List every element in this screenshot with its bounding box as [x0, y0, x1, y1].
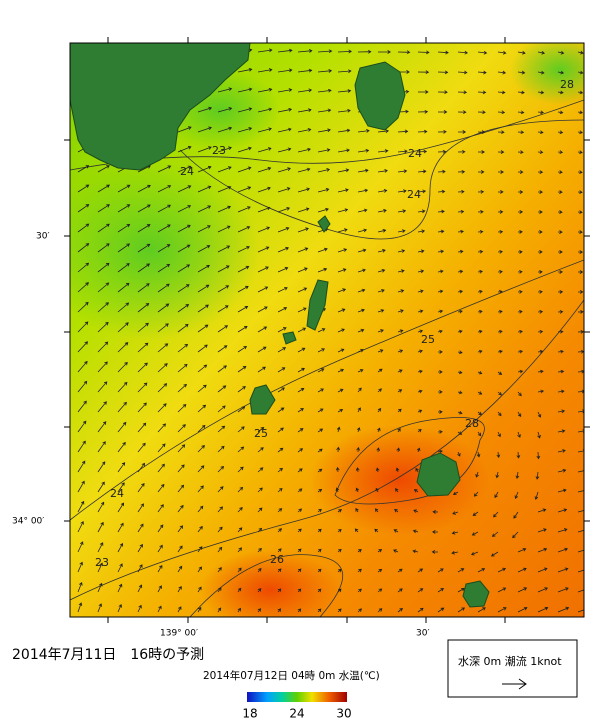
lat-label: 34° 00′ — [12, 517, 44, 527]
contour-label: 28 — [465, 417, 479, 430]
contour-labels: 23 24 24 24 28 25 25 28 24 26 23 — [95, 78, 574, 569]
colorbar-ticks: 18 24 30 — [242, 707, 351, 721]
island — [354, 61, 406, 131]
colorbar-tick-label: 18 — [242, 707, 257, 721]
warm-area — [310, 425, 490, 535]
island — [416, 452, 461, 497]
colorbar — [247, 692, 347, 702]
colorbar-tick-label: 30 — [336, 707, 351, 721]
contour-line — [189, 554, 344, 617]
forecast-time: 2014年7月11日 16時の予測 — [12, 647, 204, 663]
contour-line — [334, 417, 485, 505]
warm-area — [200, 550, 340, 617]
contour-label: 24 — [110, 487, 124, 500]
sea-surface — [70, 43, 584, 617]
colorbar-tick-label: 24 — [289, 707, 304, 721]
island — [306, 279, 329, 331]
contour-label: 23 — [95, 556, 109, 569]
contour-label: 24 — [408, 147, 422, 160]
lon-label: 30′ — [416, 629, 430, 639]
contour-label: 25 — [254, 427, 268, 440]
legend-arrow — [502, 678, 527, 690]
lon-label: 139° 00′ — [160, 629, 198, 639]
colorbar-caption: 2014年07月12日 04時 0m 水温(℃) — [203, 669, 380, 682]
contour-label: 24 — [407, 188, 421, 201]
legend-label: 水深 0m 潮流 1knot — [458, 654, 562, 668]
graticule-ticks — [64, 37, 590, 623]
contour-label: 28 — [560, 78, 574, 91]
island — [282, 331, 297, 345]
map-frame — [69, 42, 585, 618]
contour-line — [179, 119, 584, 240]
lat-label: 30′ — [36, 232, 50, 242]
contour-label: 23 — [212, 144, 226, 157]
contour-label: 25 — [421, 333, 435, 346]
land — [70, 43, 251, 171]
island — [462, 580, 490, 608]
legend-box — [447, 639, 578, 698]
contour-label: 24 — [180, 165, 194, 178]
contour-line — [70, 259, 584, 521]
contour-line — [70, 299, 584, 601]
cool-area — [510, 43, 584, 105]
contour-label: 26 — [270, 553, 284, 566]
island — [317, 215, 331, 233]
cool-area — [70, 160, 260, 340]
island — [249, 384, 276, 415]
